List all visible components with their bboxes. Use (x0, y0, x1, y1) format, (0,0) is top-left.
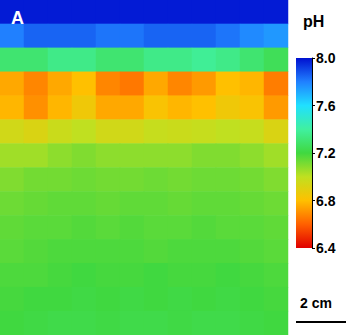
svg-text:2 cm: 2 cm (300, 295, 332, 311)
svg-text:7.6: 7.6 (316, 98, 336, 114)
svg-text:8.0: 8.0 (316, 50, 336, 66)
svg-text:7.2: 7.2 (316, 145, 336, 161)
svg-text:pH: pH (303, 13, 324, 30)
svg-text:6.8: 6.8 (316, 193, 336, 209)
svg-text:6.4: 6.4 (316, 240, 336, 256)
svg-text:A: A (11, 8, 24, 28)
